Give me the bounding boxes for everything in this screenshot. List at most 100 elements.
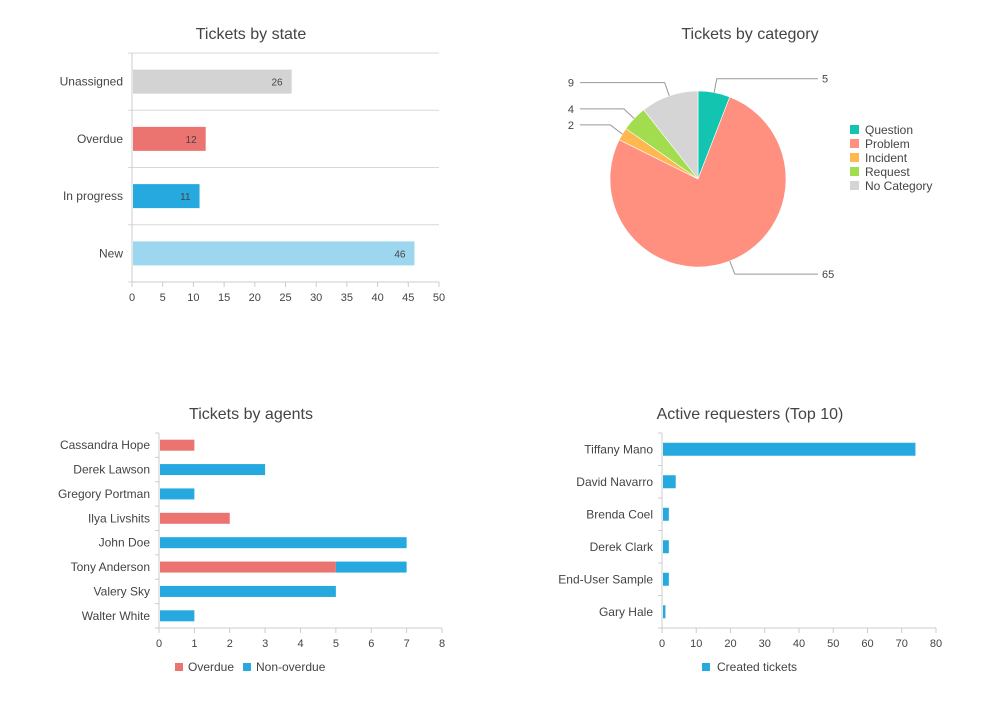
legend-label-question[interactable]: Question <box>865 123 913 137</box>
x-tick-label: 35 <box>341 292 353 304</box>
chart-active-requesters: Active requesters (Top 10) 0 10 20 30 40 50 60 7… <box>558 406 942 674</box>
chart-tickets-by-category: Tickets by category 5 65 2 4 9 QuestionProblem… <box>568 26 933 281</box>
slice-value-label: 2 <box>568 120 574 132</box>
leader-line <box>729 260 818 275</box>
legend-swatch-overdue <box>175 663 183 671</box>
leader-line <box>580 108 635 119</box>
x-tick-label: 10 <box>690 638 702 650</box>
bar-overdue[interactable] <box>133 126 206 151</box>
x-tick-label: 50 <box>827 638 839 650</box>
legend-label-problem[interactable]: Problem <box>865 137 910 151</box>
bar-derek-clark[interactable] <box>663 540 669 554</box>
x-tick-label: 0 <box>156 638 162 650</box>
x-tick-label: 2 <box>227 638 233 650</box>
category-label: Walter White <box>82 609 151 623</box>
bar-tony-anderson-overdue[interactable] <box>160 561 336 573</box>
data-label: 12 <box>186 135 198 146</box>
legend-swatch-incident <box>850 153 859 162</box>
x-tick-label: 1 <box>191 638 197 650</box>
category-label: Unassigned <box>60 75 123 89</box>
category-label: Derek Lawson <box>73 463 150 477</box>
x-tick-label: 8 <box>439 638 445 650</box>
slice-value-label: 65 <box>822 269 834 281</box>
x-tick-label: 40 <box>371 292 383 304</box>
category-label: Cassandra Hope <box>60 438 150 452</box>
bar-tiffany-mano[interactable] <box>663 442 916 456</box>
category-label: New <box>99 246 123 260</box>
leader-line <box>713 78 818 93</box>
category-label: Gregory Portman <box>58 487 150 501</box>
slice-value-label: 4 <box>568 104 574 116</box>
category-label: Tiffany Mano <box>584 442 653 456</box>
legend-label-request[interactable]: Request <box>865 165 910 179</box>
category-label: Overdue <box>77 132 123 146</box>
bar-cassandra-hope-overdue[interactable] <box>160 439 195 451</box>
data-label: 46 <box>394 249 406 260</box>
legend-swatch-no-category <box>850 181 859 190</box>
leader-line <box>580 124 623 135</box>
data-label: 26 <box>272 78 284 89</box>
slice-value-label: 5 <box>822 74 828 86</box>
category-label: David Navarro <box>576 475 653 489</box>
legend-swatch-problem <box>850 139 859 148</box>
x-tick-label: 15 <box>218 292 230 304</box>
leader-line <box>580 82 670 96</box>
legend-swatch-created-tickets <box>702 663 710 671</box>
category-label: In progress <box>63 189 123 203</box>
bar-walter-white-non-overdue[interactable] <box>160 610 195 622</box>
legend-label-no-category[interactable]: No Category <box>865 179 932 193</box>
slice-value-label: 9 <box>568 78 574 90</box>
legend-label-overdue[interactable]: Overdue <box>188 660 234 674</box>
bar-john-doe-non-overdue[interactable] <box>160 537 407 549</box>
category-label: John Doe <box>99 536 151 550</box>
category-label: Ilya Livshits <box>88 511 150 525</box>
x-tick-label: 6 <box>368 638 374 650</box>
data-label: 11 <box>180 192 191 203</box>
x-tick-label: 0 <box>659 638 665 650</box>
x-tick-label: 70 <box>896 638 908 650</box>
bar-derek-lawson-non-overdue[interactable] <box>160 464 266 476</box>
bar-gregory-portman-non-overdue[interactable] <box>160 488 195 500</box>
category-label: Brenda Coel <box>586 507 653 521</box>
legend-swatch-non-overdue <box>243 663 251 671</box>
x-tick-label: 45 <box>402 292 414 304</box>
bar-in-progress[interactable] <box>133 184 200 209</box>
legend-label-non-overdue[interactable]: Non-overdue <box>256 660 326 674</box>
bar-new[interactable] <box>133 241 415 266</box>
pie-slice-problem[interactable] <box>609 96 787 268</box>
chart-tickets-by-state: Tickets by state 0 5 10 15 20 25 30 35 40 45 50 Unas… <box>60 26 446 304</box>
category-label: Gary Hale <box>599 605 653 619</box>
x-tick-label: 5 <box>160 292 166 304</box>
x-tick-label: 10 <box>187 292 199 304</box>
x-tick-label: 30 <box>310 292 322 304</box>
bar-gary-hale[interactable] <box>663 605 666 619</box>
x-tick-label: 40 <box>793 638 805 650</box>
category-label: Valery Sky <box>94 584 150 598</box>
category-label: Tony Anderson <box>71 560 150 574</box>
x-tick-label: 80 <box>930 638 942 650</box>
x-tick-label: 25 <box>279 292 291 304</box>
bar-ilya-livshits-overdue[interactable] <box>160 512 230 524</box>
category-label: Derek Clark <box>590 540 654 554</box>
bar-david-navarro[interactable] <box>663 475 676 489</box>
legend-label-incident[interactable]: Incident <box>865 151 908 165</box>
x-tick-label: 3 <box>262 638 268 650</box>
x-tick-label: 50 <box>433 292 445 304</box>
bar-unassigned[interactable] <box>133 69 292 94</box>
bar-brenda-coel[interactable] <box>663 507 669 521</box>
x-tick-label: 4 <box>297 638 303 650</box>
legend-swatch-question <box>850 125 859 134</box>
chart-title: Active requesters (Top 10) <box>657 406 844 423</box>
bar-valery-sky-non-overdue[interactable] <box>160 585 336 597</box>
category-label: End-User Sample <box>558 572 653 586</box>
x-tick-label: 20 <box>249 292 261 304</box>
bar-tony-anderson-non-overdue[interactable] <box>335 561 407 573</box>
x-tick-label: 60 <box>861 638 873 650</box>
x-tick-label: 30 <box>759 638 771 650</box>
chart-tickets-by-agents: Tickets by agents 0 1 2 3 4 5 6 7 8 Cassandra Hope… <box>58 406 445 674</box>
x-tick-label: 0 <box>129 292 135 304</box>
bar-end-user-sample[interactable] <box>663 572 669 586</box>
x-tick-label: 20 <box>724 638 736 650</box>
legend-label-created-tickets[interactable]: Created tickets <box>717 660 797 674</box>
